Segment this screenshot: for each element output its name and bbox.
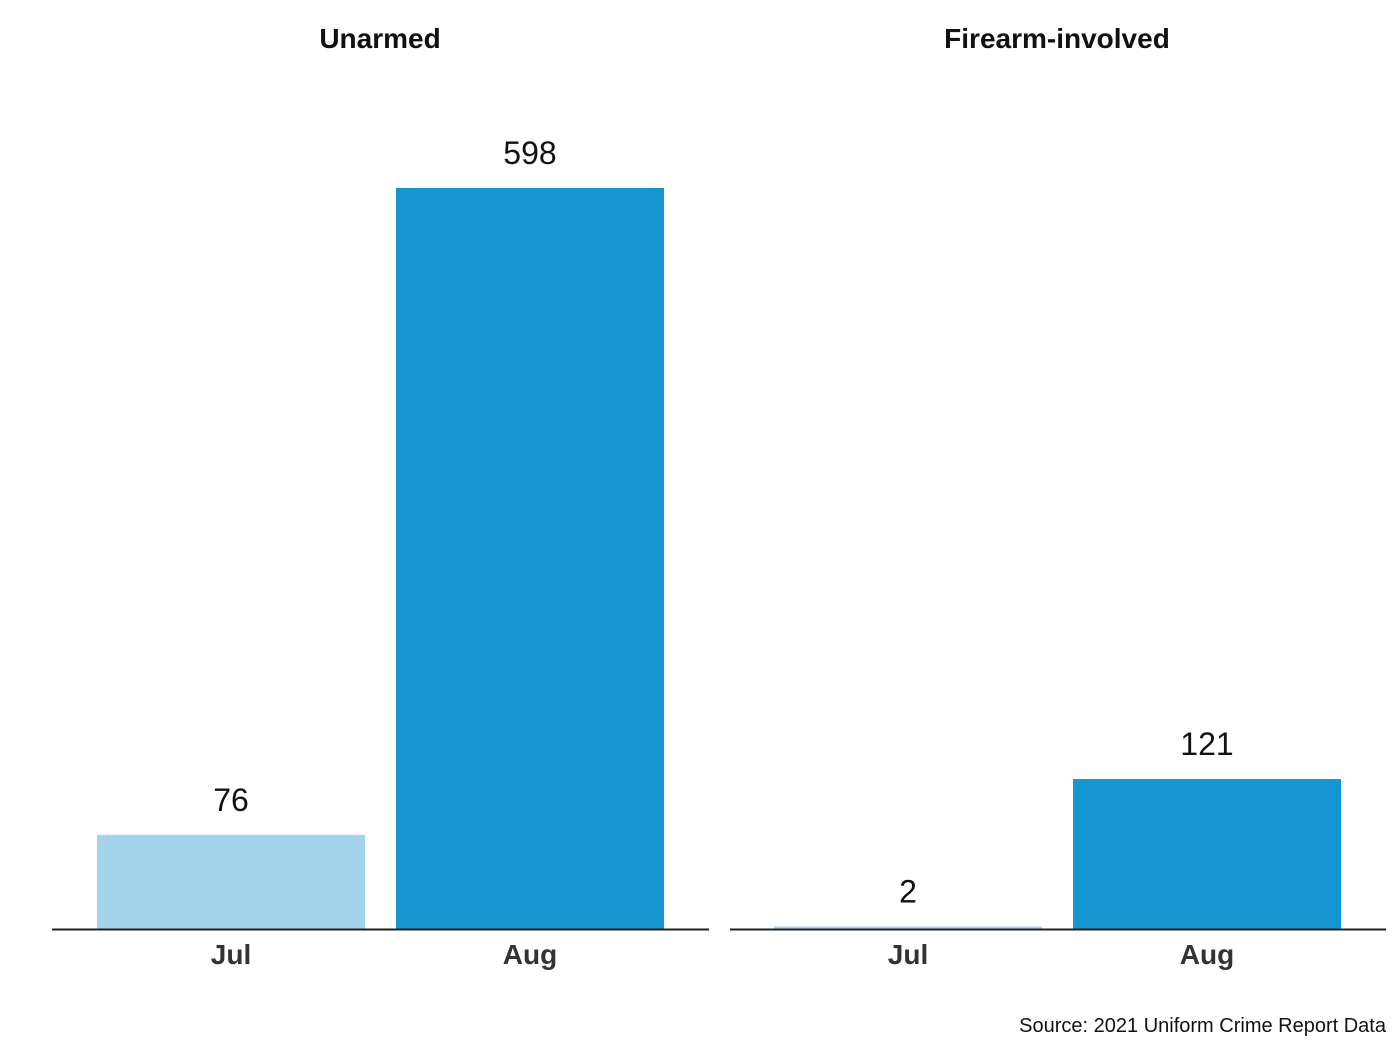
x-tick-label-jul: Jul — [211, 939, 251, 970]
x-tick-label-aug: Aug — [1180, 939, 1234, 970]
panel-title-unarmed: Unarmed — [319, 23, 440, 54]
source-note: Source: 2021 Uniform Crime Report Data — [1019, 1015, 1386, 1037]
panel-firearm-involved: Firearm-involved 2 Jul 121 Aug — [730, 23, 1386, 970]
value-label-jul: 76 — [213, 782, 249, 818]
bar-aug — [1073, 779, 1341, 929]
x-tick-label-jul: Jul — [888, 939, 928, 970]
panel-unarmed: Unarmed 76 Jul 598 Aug — [52, 23, 709, 970]
value-label-aug: 598 — [503, 135, 556, 171]
panel-title-firearm-involved: Firearm-involved — [944, 23, 1170, 54]
x-tick-label-aug: Aug — [503, 939, 557, 970]
bar-aug — [396, 188, 664, 929]
bar-jul — [97, 834, 365, 929]
value-label-jul: 2 — [899, 874, 917, 910]
value-label-aug: 121 — [1180, 726, 1233, 762]
bar-jul — [774, 926, 1042, 929]
